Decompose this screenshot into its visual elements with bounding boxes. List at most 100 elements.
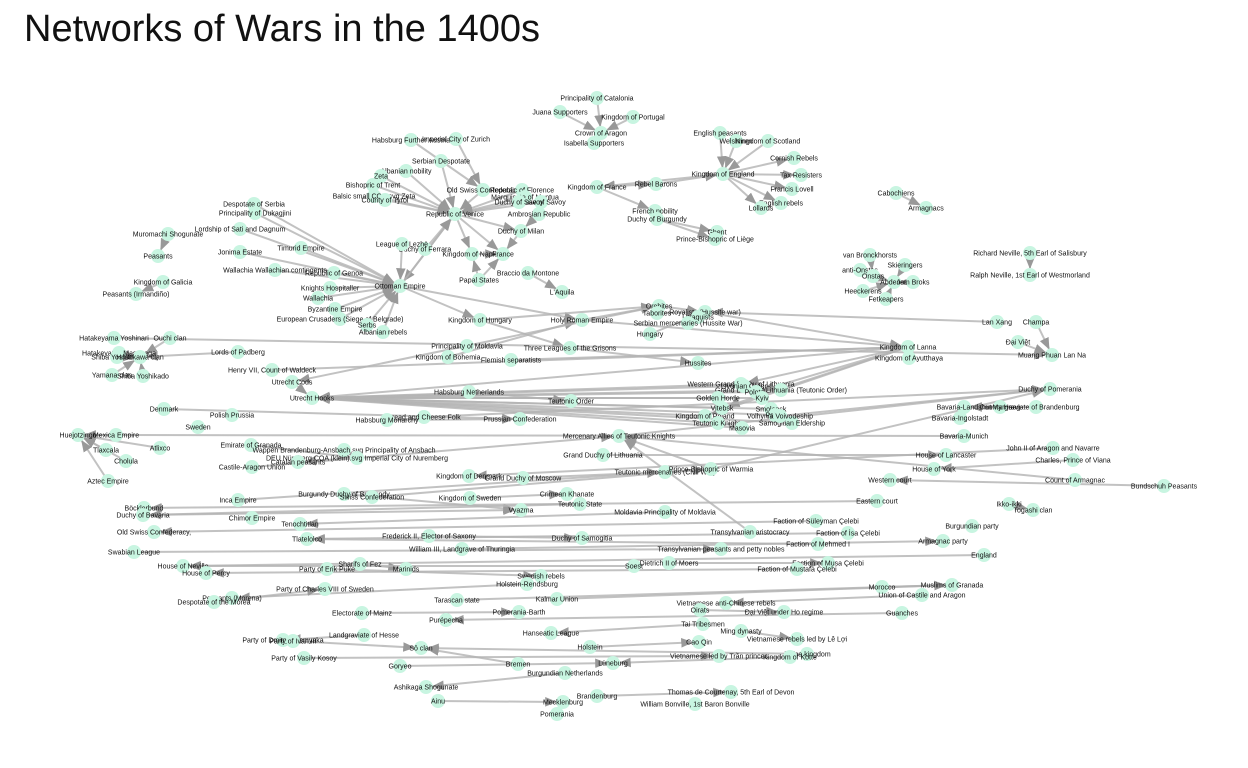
node-145[interactable]: House of Lancaster (916, 448, 977, 462)
node-219[interactable]: Cao Qin (686, 635, 712, 649)
node-61[interactable]: Serbs (358, 318, 377, 332)
node-circle[interactable] (783, 650, 797, 664)
node-151[interactable]: Prince-Bishopric of Warmia (669, 462, 754, 476)
node-94[interactable]: Three Leagues of the Grisons (524, 341, 617, 355)
node-2[interactable]: Kingdom of Portugal (601, 110, 665, 124)
node-circle[interactable] (658, 505, 672, 519)
node-circle[interactable] (513, 412, 527, 426)
node-171[interactable]: Old Swiss Confederacy, (117, 525, 191, 539)
node-circle[interactable] (555, 285, 569, 299)
node-circle[interactable] (787, 151, 801, 165)
node-circle[interactable] (357, 628, 371, 642)
node-circle[interactable] (821, 556, 835, 570)
node-118[interactable]: Habsburg Netherlands (434, 385, 505, 399)
node-circle[interactable] (147, 525, 161, 539)
node-circle[interactable] (291, 455, 305, 469)
node-circle[interactable] (110, 350, 124, 364)
node-circle[interactable] (99, 443, 113, 457)
node-220[interactable]: Jaffna kingdom (783, 647, 831, 661)
node-223[interactable]: Kingdom of Kotte (763, 650, 817, 664)
node-circle[interactable] (729, 134, 743, 148)
node-231[interactable]: Ainu (431, 694, 445, 708)
node-circle[interactable] (404, 133, 418, 147)
node-74[interactable]: Holy Roman Empire (551, 313, 614, 327)
node-233[interactable]: William Bonville, 1st Baron Bonville (640, 697, 750, 711)
node-165[interactable]: Ikko-ikki (996, 497, 1022, 511)
node-187[interactable]: Soest (625, 559, 643, 573)
node-160[interactable]: Eastern court (856, 494, 898, 508)
node-48[interactable]: Muromachi Shogunate (133, 227, 204, 241)
node-176[interactable]: Frederick II, Elector of Saxony (382, 529, 476, 543)
node-35[interactable]: Republic of Venice (426, 207, 484, 221)
node-234[interactable]: Pomerania (540, 707, 574, 721)
node-57[interactable]: Wallachia (303, 291, 333, 305)
node-51[interactable]: Peasants (143, 249, 173, 263)
node-circle[interactable] (233, 245, 247, 259)
node-circle[interactable] (305, 391, 319, 405)
node-circle[interactable] (422, 529, 436, 543)
node-209[interactable]: Purépecha (429, 613, 463, 627)
node-circle[interactable] (785, 182, 799, 196)
node-70[interactable]: Ralph Neville, 1st Earl of Westmorland (970, 268, 1090, 282)
node-circle[interactable] (504, 353, 518, 367)
node-circle[interactable] (590, 689, 604, 703)
node-circle[interactable] (449, 132, 463, 146)
node-circle[interactable] (378, 193, 392, 207)
node-circle[interactable] (107, 331, 121, 345)
node-125[interactable]: Sweden (185, 420, 211, 434)
node-circle[interactable] (649, 177, 663, 191)
node-circle[interactable] (627, 559, 641, 573)
node-circle[interactable] (268, 263, 282, 277)
node-circle[interactable] (919, 201, 933, 215)
node-53[interactable]: Wallachia Wallachian contingents (223, 263, 327, 277)
node-138[interactable]: Wappen Brandenburg-Ansbach.svg Principal… (252, 443, 436, 457)
node-circle[interactable] (556, 695, 570, 709)
node-circle[interactable] (737, 379, 751, 393)
node-188[interactable]: Dietrich II of Moers (640, 556, 699, 570)
node-circle[interactable] (790, 632, 804, 646)
node-37[interactable]: Duchy of Milan (498, 224, 544, 238)
node-168[interactable]: Chimor Empire (229, 511, 276, 525)
node-162[interactable]: Duchy of Bavaria (116, 508, 170, 522)
node-circle[interactable] (514, 224, 528, 238)
node-216[interactable]: Party of Ivan III (269, 634, 317, 648)
node-circle[interactable] (318, 582, 332, 596)
node-36[interactable]: Ambrosian Republic (508, 207, 571, 221)
node-197[interactable]: Party of Charles VIII of Sweden (276, 582, 374, 596)
node-circle[interactable] (553, 105, 567, 119)
node-circle[interactable] (1045, 348, 1059, 362)
node-204[interactable]: Oirats (691, 603, 710, 617)
node-73[interactable]: Kingdom of Hungary (448, 313, 512, 327)
node-circle[interactable] (901, 340, 915, 354)
node-109[interactable]: Kingdom of Poland (675, 409, 735, 423)
node-circle[interactable] (809, 514, 823, 528)
node-circle[interactable] (399, 562, 413, 576)
node-174[interactable]: Burgundian party (945, 519, 999, 533)
node-circle[interactable] (327, 266, 341, 280)
node-110[interactable]: Vitebsk (711, 401, 734, 415)
node-221[interactable]: Party of Vasily Kosoy (271, 651, 337, 665)
node-circle[interactable] (419, 680, 433, 694)
node-222[interactable]: Vietnamese led by Trần princes (670, 649, 768, 663)
node-circle[interactable] (441, 350, 455, 364)
node-circle[interactable] (136, 369, 150, 383)
node-circle[interactable] (473, 313, 487, 327)
node-214[interactable]: Landgraviate of Hesse (329, 628, 399, 642)
node-circle[interactable] (534, 195, 548, 209)
node-115[interactable]: Masovia (729, 421, 755, 435)
node-99[interactable]: Kingdom of Ayutthaya (875, 351, 943, 365)
node-circle[interactable] (311, 291, 325, 305)
node-43[interactable]: Braccio da Montone (497, 266, 559, 280)
node-38[interactable]: Kingdom of Naples (442, 247, 502, 261)
node-circle[interactable] (127, 545, 141, 559)
node-123[interactable]: Denmark (150, 402, 179, 416)
node-circle[interactable] (300, 532, 314, 546)
node-200[interactable]: Morocco (869, 580, 896, 594)
node-202[interactable]: Union of Castile and Aragon (878, 588, 966, 602)
node-58[interactable]: Peasants (Irmandiño) (103, 287, 170, 301)
node-circle[interactable] (532, 207, 546, 221)
node-88[interactable]: Shiba Yoshitoshi (91, 350, 143, 364)
node-46[interactable]: Principality of Dukagjini (219, 206, 292, 220)
node-circle[interactable] (153, 441, 167, 455)
node-circle[interactable] (898, 258, 912, 272)
